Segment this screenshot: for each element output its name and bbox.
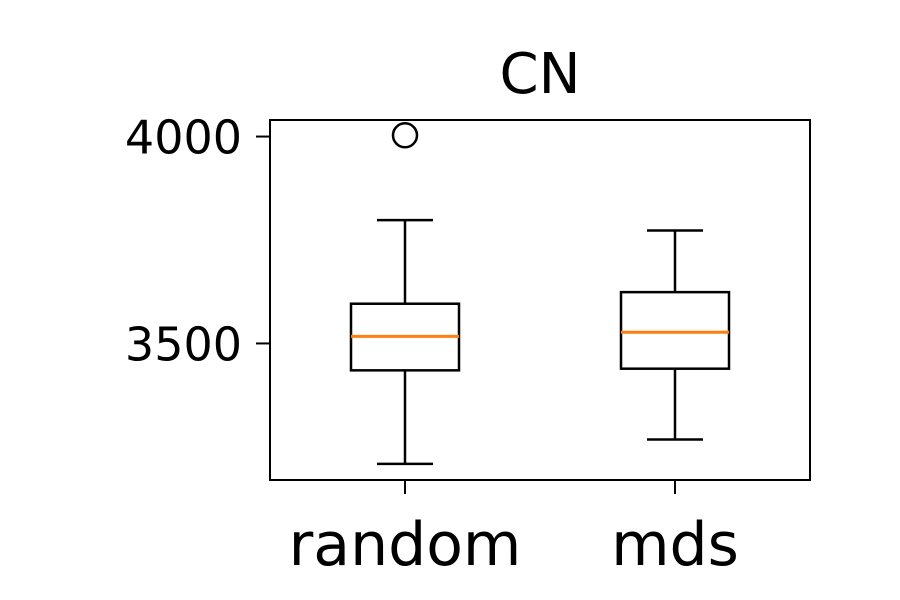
y-tick-label: 4000 [125,111,242,165]
x-tick-label: random [289,510,522,580]
chart-title: CN [500,42,581,107]
outlier-point [391,122,419,149]
plot-marks: 3500 4000 random mds [125,111,739,580]
y-tick-label: 3500 [125,317,242,371]
x-tick-label: mds [611,510,739,580]
plot-frame [269,119,811,481]
box-mds [619,290,731,370]
